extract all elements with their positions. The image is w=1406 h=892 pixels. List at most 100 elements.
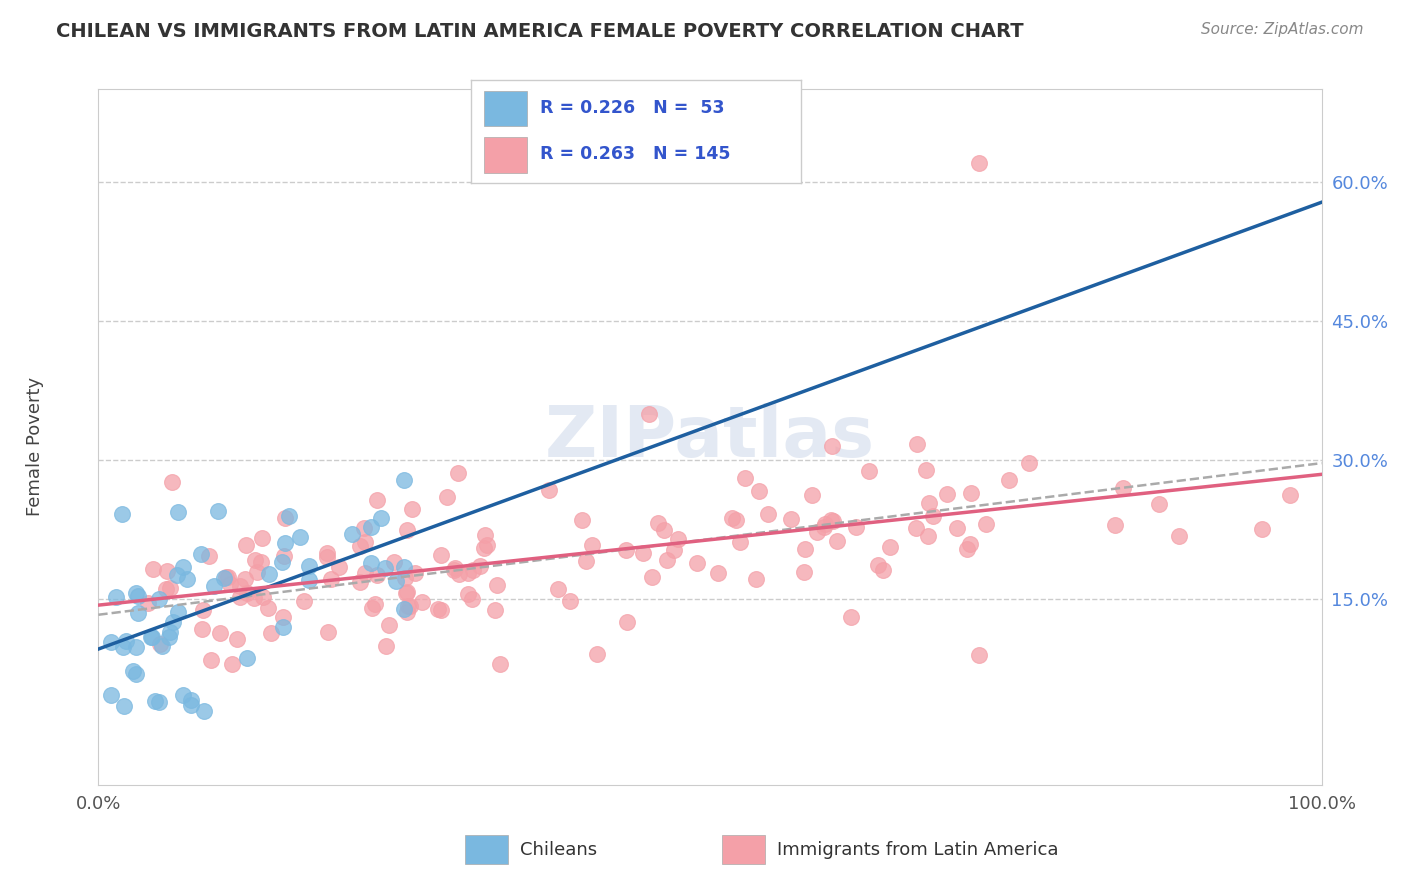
Point [1278,488,1301,502]
Point [143,694,166,708]
Point [366,492,388,507]
Point [820,513,842,527]
Point [176,572,198,586]
Point [100,634,122,648]
Point [112,699,135,714]
Point [748,484,770,499]
Point [166,505,188,519]
Text: CHILEAN VS IMMIGRANTS FROM LATIN AMERICA FEMALE POVERTY CORRELATION CHART: CHILEAN VS IMMIGRANTS FROM LATIN AMERICA… [56,22,1024,41]
Point [868,558,890,573]
Point [172,689,194,703]
Point [472,541,495,556]
Point [806,525,828,540]
Point [150,639,173,653]
Point [468,558,491,573]
Point [707,566,730,580]
Point [155,564,177,578]
Point [180,698,202,712]
Point [444,560,467,574]
Point [104,591,127,605]
Point [122,664,145,678]
Point [250,531,273,545]
Bar [723,835,765,864]
Point [167,605,190,619]
Point [637,407,661,421]
Point [172,560,194,574]
Point [484,603,506,617]
Bar [465,835,508,864]
Point [370,511,392,525]
Point [814,517,837,532]
Point [271,610,294,624]
Point [274,511,297,525]
Point [475,538,498,552]
Point [166,567,188,582]
Point [249,555,271,569]
Point [879,540,901,554]
Point [361,600,384,615]
Point [354,566,377,580]
Point [378,617,401,632]
Point [449,566,471,581]
Point [641,570,664,584]
Point [127,589,149,603]
Point [125,667,148,681]
Point [157,630,180,644]
Point [243,591,266,605]
Point [538,483,561,498]
Point [1112,481,1135,495]
Point [142,562,165,576]
Point [461,563,484,577]
Point [374,561,396,575]
Point [756,507,779,521]
Point [198,549,221,563]
Point [219,577,242,591]
Point [793,542,815,557]
Point [872,563,894,577]
Point [1147,497,1170,511]
Point [1251,522,1274,536]
Point [664,542,686,557]
Point [252,590,274,604]
Point [360,520,382,534]
Point [1104,517,1126,532]
Point [148,695,170,709]
Point [745,572,768,586]
Point [457,587,479,601]
Point [257,567,280,582]
Point [221,657,243,672]
Point [823,514,845,528]
Point [212,570,235,584]
Point [905,436,928,450]
Point [392,560,416,574]
Point [271,620,294,634]
Point [394,571,416,585]
Point [474,527,496,541]
Point [190,547,212,561]
Point [461,592,484,607]
Point [321,572,343,586]
Point [180,693,202,707]
Point [396,599,419,614]
Point [401,501,423,516]
Point [193,704,215,718]
Point [720,510,742,524]
Point [340,527,363,541]
Point [125,640,148,654]
Point [427,602,450,616]
Point [125,586,148,600]
Point [447,466,470,480]
Bar [484,136,527,173]
Point [780,512,803,526]
Point [160,475,183,489]
Text: ZIPatlas: ZIPatlas [546,402,875,472]
Point [547,582,569,596]
Point [200,653,222,667]
Point [384,574,406,589]
Point [141,630,163,644]
Point [112,640,135,654]
Point [974,517,997,532]
Point [668,532,690,546]
Point [395,585,418,599]
Point [429,548,451,562]
